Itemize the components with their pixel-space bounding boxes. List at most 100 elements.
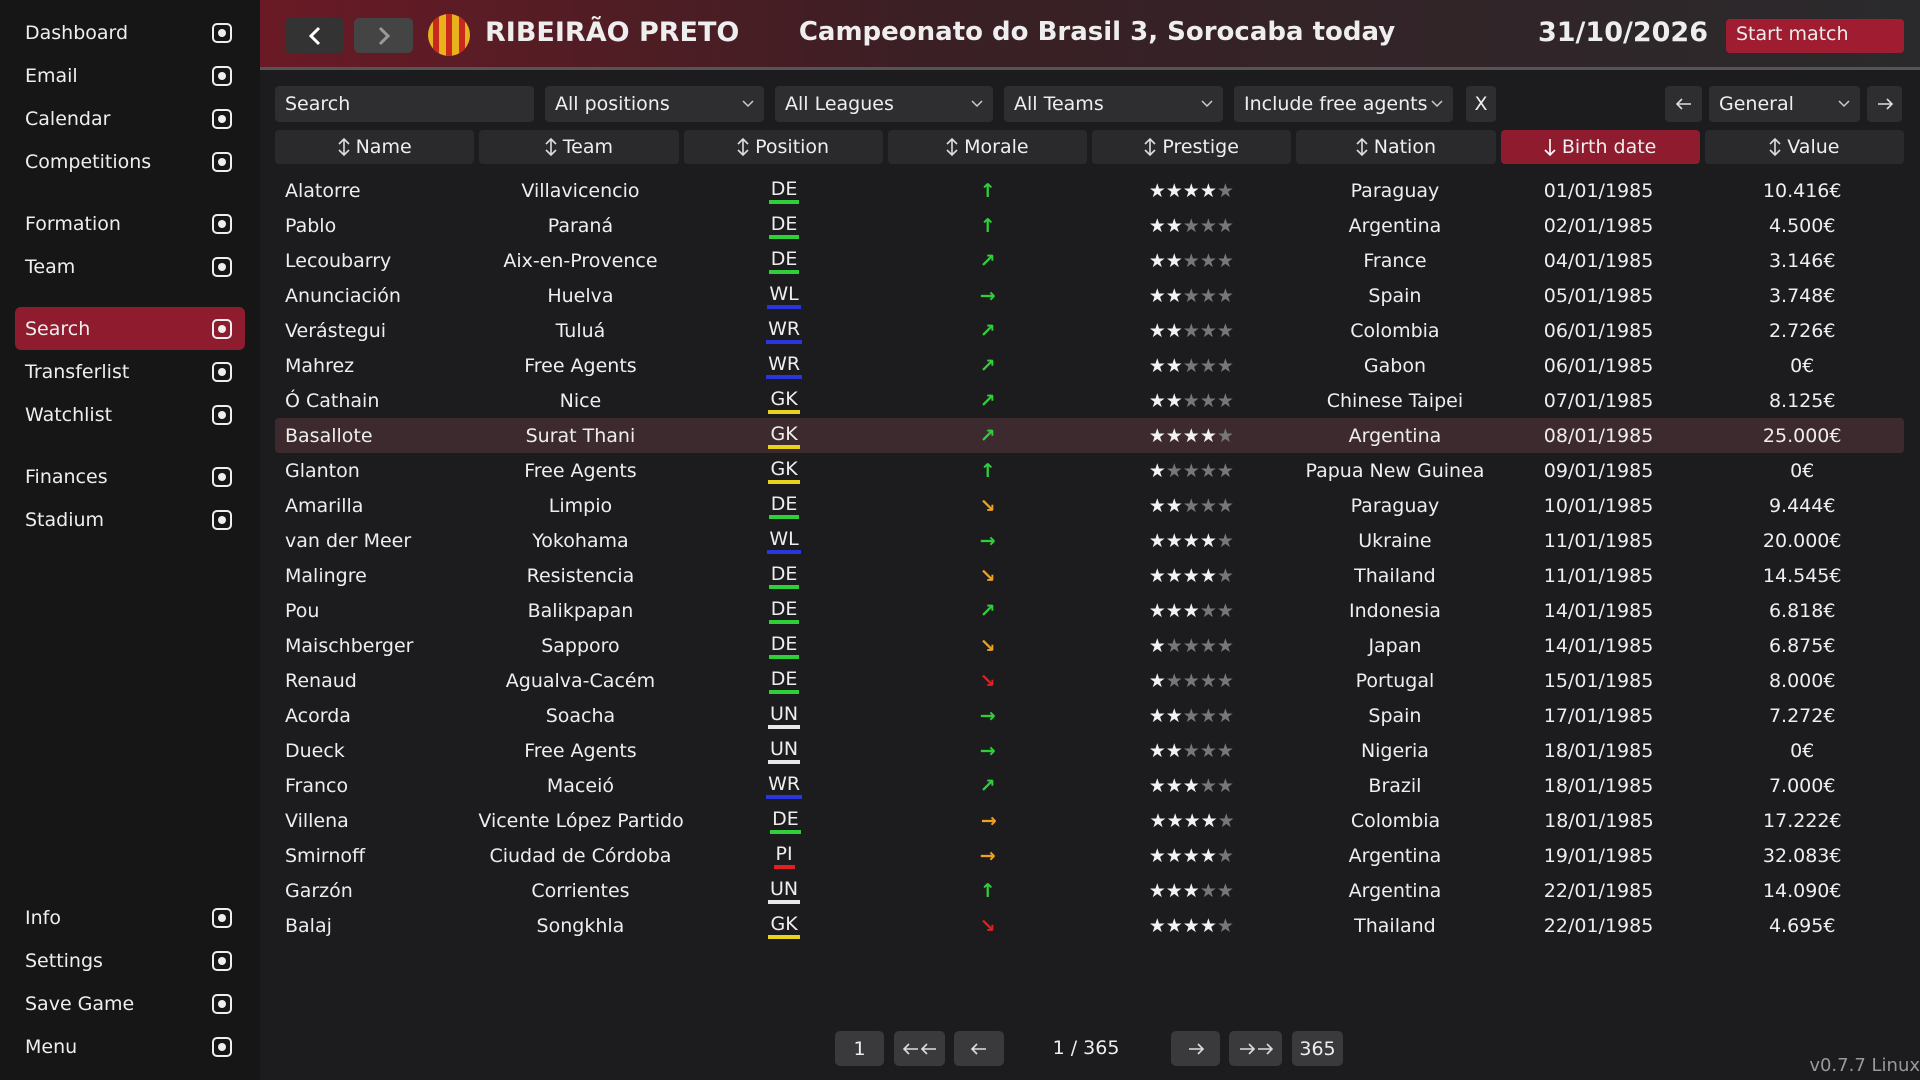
table-row[interactable]: Lecoubarry Aix-en-Provence DE ↗ ★★★★★ France 0… — [275, 243, 1904, 278]
nation: Thailand — [1354, 914, 1436, 937]
player-value: 3.748€ — [1768, 284, 1836, 307]
nation: Papua New Guinea — [1305, 459, 1485, 482]
table-row[interactable]: Acorda Soacha UN → ★★★★★ Spain 17/01/1985 7.272… — [275, 698, 1904, 733]
star: ★ — [1165, 319, 1183, 342]
table-row[interactable]: Pablo Paraná DE ↑ ★★★★★ Argentina 02/01/1985 4.… — [275, 208, 1904, 243]
table-row[interactable]: Smirnoff Ciudad de Córdoba PI → ★★★★★ Argenti… — [275, 838, 1904, 873]
position: DE — [768, 598, 800, 624]
table-row[interactable]: Franco Maceió WR ↗ ★★★★★ Brazil 18/01/1985 7.00… — [275, 768, 1904, 803]
leagues-dropdown[interactable]: All Leagues — [775, 86, 993, 122]
first-page-button[interactable]: 1 — [835, 1031, 884, 1066]
prestige: ★★★★★ — [1090, 215, 1294, 237]
forward-button[interactable] — [354, 18, 413, 53]
menu-item[interactable]: Email — [15, 54, 245, 97]
position-cell: PI — [682, 843, 886, 869]
table-row[interactable]: Glanton Free Agents GK ↑ ★★★★★ Papua New Guin… — [275, 453, 1904, 488]
player-name: Anunciación — [285, 284, 401, 307]
menu-item[interactable]: Transferlist — [15, 350, 245, 393]
table-row[interactable]: Malingre Resistencia DE ↘ ★★★★★ Thailand 11/01… — [275, 558, 1904, 593]
player-value: 6.818€ — [1768, 599, 1836, 622]
column-header[interactable]: Prestige — [1092, 130, 1292, 164]
menu-item[interactable]: Menu — [15, 1025, 245, 1068]
table-row[interactable]: Verástegui Tuluá WR ↗ ★★★★★ Colombia 06/01/198… — [275, 313, 1904, 348]
search-placeholder: Search — [285, 93, 351, 115]
prev-view-button[interactable] — [1665, 86, 1702, 122]
menu-item[interactable]: Save Game — [15, 982, 245, 1025]
player-value: 10.416€ — [1762, 179, 1842, 202]
star: ★ — [1199, 774, 1217, 797]
table-row[interactable]: Balaj Songkhla GK ↘ ★★★★★ Thailand 22/01/1985 4… — [275, 908, 1904, 943]
table-row[interactable]: Anunciación Huelva WL → ★★★★★ Spain 05/01/1985… — [275, 278, 1904, 313]
back-button[interactable] — [285, 18, 344, 53]
menu-item[interactable]: Settings — [15, 939, 245, 982]
prestige: ★★★★★ — [1090, 180, 1294, 202]
birth-date: 01/01/1985 — [1543, 179, 1654, 202]
positions-dropdown[interactable]: All positions — [545, 86, 764, 122]
start-match-button[interactable]: Start match — [1726, 19, 1904, 53]
table-row[interactable]: van der Meer Yokohama WL → ★★★★★ Ukraine 11/01… — [275, 523, 1904, 558]
position: UN — [768, 878, 801, 904]
prev-page-button[interactable] — [954, 1031, 1004, 1066]
position-cell: UN — [682, 738, 886, 764]
view-dropdown[interactable]: General — [1709, 86, 1860, 122]
forward-ten-button[interactable] — [1229, 1031, 1282, 1066]
menu-item[interactable]: Formation — [15, 202, 245, 245]
position: WR — [766, 773, 803, 799]
table-row[interactable]: Renaud Agualva-Cacém DE ↘ ★★★★★ Portugal 15/01… — [275, 663, 1904, 698]
menu-item[interactable]: Finances — [15, 455, 245, 498]
star: ★ — [1148, 634, 1166, 657]
column-header[interactable]: Team — [479, 130, 679, 164]
position-cell: WL — [682, 283, 886, 309]
menu-item[interactable]: Info — [15, 896, 245, 939]
table-row[interactable]: Ó Cathain Nice GK ↗ ★★★★★ Chinese Taipei 07/01… — [275, 383, 1904, 418]
teams-dropdown[interactable]: All Teams — [1004, 86, 1223, 122]
menu-group: Search Transferlist Watchlist — [15, 307, 245, 436]
column-header[interactable]: Nation — [1296, 130, 1496, 164]
position-cell: DE — [682, 213, 886, 239]
menu-item[interactable]: Team — [15, 245, 245, 288]
menu-item[interactable]: Stadium — [15, 498, 245, 541]
table-row[interactable]: Villena Vicente López Partido DE → ★★★★★ Colo… — [275, 803, 1904, 838]
table-row[interactable]: Dueck Free Agents UN → ★★★★★ Nigeria 18/01/198… — [275, 733, 1904, 768]
table-row[interactable]: Mahrez Free Agents WR ↗ ★★★★★ Gabon 06/01/1985… — [275, 348, 1904, 383]
table-row[interactable]: Amarilla Limpio DE ↘ ★★★★★ Paraguay 10/01/1985… — [275, 488, 1904, 523]
birth-date: 18/01/1985 — [1543, 739, 1654, 762]
menu-item[interactable]: Dashboard — [15, 11, 245, 54]
column-header[interactable]: Position — [683, 130, 883, 164]
table-row[interactable]: Basallote Surat Thani GK ↗ ★★★★★ Argentina 08/… — [275, 418, 1904, 453]
star: ★ — [1199, 389, 1217, 412]
arrow-left — [1675, 98, 1691, 110]
star: ★ — [1182, 214, 1200, 237]
double-arrow-left — [902, 1042, 936, 1055]
star: ★ — [1165, 669, 1183, 692]
column-header[interactable]: Name — [275, 130, 475, 164]
clear-button[interactable]: X — [1466, 86, 1496, 122]
table-row[interactable]: Maischberger Sapporo DE ↘ ★★★★★ Japan 14/01/19… — [275, 628, 1904, 663]
back-ten-button[interactable] — [894, 1031, 945, 1066]
menu-item[interactable]: Watchlist — [15, 393, 245, 436]
position: WL — [767, 528, 801, 554]
column-header[interactable]: Birth date — [1500, 130, 1700, 164]
column-header[interactable]: Value — [1704, 130, 1904, 164]
star: ★ — [1199, 249, 1217, 272]
star: ★ — [1165, 494, 1183, 517]
star: ★ — [1165, 389, 1183, 412]
free-agents-dropdown[interactable]: Include free agents — [1234, 86, 1453, 122]
star: ★ — [1216, 879, 1234, 902]
column-header[interactable]: Morale — [887, 130, 1087, 164]
next-view-button[interactable] — [1867, 86, 1902, 122]
next-page-button[interactable] — [1171, 1031, 1220, 1066]
table-row[interactable]: Pou Balikpapan DE ↗ ★★★★★ Indonesia 14/01/1985… — [275, 593, 1904, 628]
prestige: ★★★★★ — [1090, 600, 1294, 622]
search-input[interactable]: Search — [275, 86, 534, 122]
table-row[interactable]: Garzón Corrientes UN ↑ ★★★★★ Argentina 22/01/1… — [275, 873, 1904, 908]
menu-item[interactable]: Calendar — [15, 97, 245, 140]
table-row[interactable]: Alatorre Villavicencio DE ↑ ★★★★★ Paraguay 01/… — [275, 173, 1904, 208]
morale: ↗ — [979, 319, 996, 342]
menu-item[interactable]: Search — [15, 307, 245, 350]
sort-icon — [338, 137, 350, 157]
menu-item[interactable]: Competitions — [15, 140, 245, 183]
last-page-button[interactable]: 365 — [1292, 1031, 1343, 1066]
back-icon — [308, 26, 320, 45]
arrow-right — [1188, 1042, 1204, 1055]
